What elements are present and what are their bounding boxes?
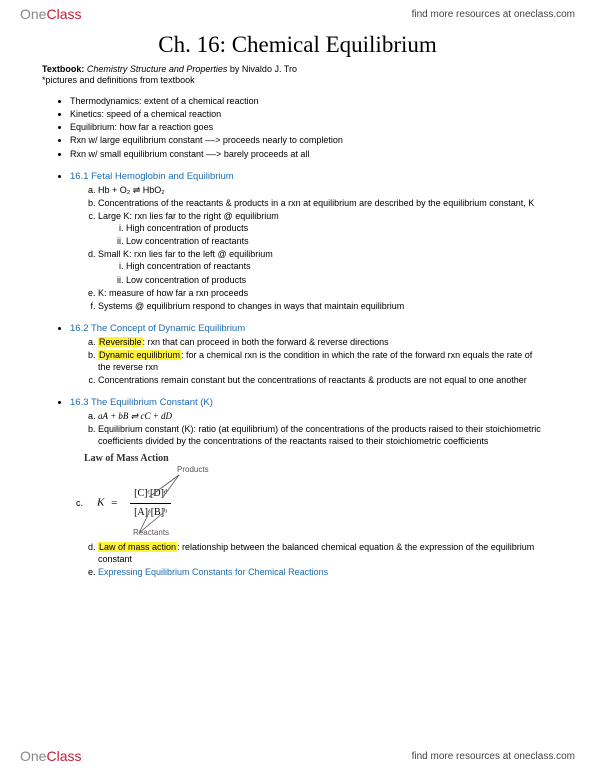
logo-class: Class	[46, 6, 81, 22]
book-title: Chemistry Structure and Properties	[87, 64, 228, 74]
list-item: Law of Mass Action c. K = [C]ᶜ[D]ᵈ [A]ᵃ[…	[84, 452, 553, 520]
denominator: [A]ᵃ[B]ᵇ	[130, 504, 171, 520]
footer-link[interactable]: find more resources at oneclass.com	[412, 751, 575, 762]
brand-logo: OneClass	[20, 6, 81, 22]
equals: =	[111, 497, 117, 509]
list-item: aA + bB ⇌ cC + dD	[98, 410, 553, 422]
section-16-1: 16.1 Fetal Hemoglobin and Equilibrium Hb…	[42, 170, 553, 312]
equation: aA + bB ⇌ cC + dD	[98, 411, 172, 421]
footer: OneClass find more resources at oneclass…	[0, 742, 595, 770]
highlight: Dynamic equilibrium	[98, 350, 181, 360]
list-item: Hb + O₂ ⇌ HbO₂	[98, 184, 553, 196]
list-item: Systems @ equilibrium respond to changes…	[98, 300, 553, 312]
list-item: Dynamic equilibrium: for a chemical rxn …	[98, 349, 553, 373]
item-text: Large K: rxn lies far to the right @ equ…	[98, 211, 279, 221]
page-content: Ch. 16: Chemical Equilibrium Textbook: C…	[0, 32, 595, 578]
item-text: Small K: rxn lies far to the left @ equi…	[98, 249, 273, 259]
list-item: Concentrations remain constant but the c…	[98, 374, 553, 386]
logo-one: One	[20, 748, 46, 764]
highlight: Law of mass action	[98, 542, 177, 552]
section-title: 16.3 The Equilibrium Constant (K)	[70, 397, 213, 408]
list-item: High concentration of products	[126, 222, 543, 234]
meta-label: Textbook:	[42, 64, 84, 74]
list-item: Small K: rxn lies far to the left @ equi…	[98, 248, 553, 285]
list-item: Low concentration of products	[126, 274, 543, 286]
numerator: [C]ᶜ[D]ᵈ	[130, 487, 171, 504]
list-item: Low concentration of reactants	[126, 235, 543, 247]
law-caption: Law of Mass Action	[84, 452, 543, 466]
list-item: Rxn w/ large equilibrium constant ––> pr…	[70, 134, 553, 146]
note-line: *pictures and definitions from textbook	[42, 75, 553, 85]
header: OneClass find more resources at oneclass…	[0, 0, 595, 28]
c-marker: c.	[76, 497, 83, 509]
list-item: Thermodynamics: extent of a chemical rea…	[70, 95, 553, 107]
section-title: 16.2 The Concept of Dynamic Equilibrium	[70, 323, 245, 334]
textbook-meta: Textbook: Chemistry Structure and Proper…	[42, 64, 553, 74]
list-item: K: measure of how far a rxn proceeds	[98, 287, 553, 299]
page-title: Ch. 16: Chemical Equilibrium	[42, 32, 553, 58]
list-item: Concentrations of the reactants & produc…	[98, 197, 553, 209]
products-label: Products	[177, 465, 209, 476]
mass-action-formula: K = [C]ᶜ[D]ᵈ [A]ᵃ[B]ᵇ Products Reactants	[97, 487, 171, 519]
k-symbol: K	[97, 497, 104, 509]
list-item: Large K: rxn lies far to the right @ equ…	[98, 210, 553, 247]
logo-class: Class	[46, 748, 81, 764]
list-item: Expressing Equilibrium Constants for Che…	[98, 566, 553, 578]
section-title: 16.1 Fetal Hemoglobin and Equilibrium	[70, 171, 234, 182]
list-item: Equilibrium: how far a reaction goes	[70, 121, 553, 133]
logo-one: One	[20, 6, 46, 22]
item-text: : rxn that can proceed in both the forwa…	[143, 337, 389, 347]
list-item: Rxn w/ small equilibrium constant ––> ba…	[70, 148, 553, 160]
list-item: Kinetics: speed of a chemical reaction	[70, 108, 553, 120]
brand-logo: OneClass	[20, 748, 81, 764]
list-item: Equilibrium constant (K): ratio (at equi…	[98, 423, 553, 447]
list-item: Reversible: rxn that can proceed in both…	[98, 336, 553, 348]
list-item: Law of mass action: relationship between…	[98, 541, 553, 565]
section-16-3: 16.3 The Equilibrium Constant (K) aA + b…	[42, 396, 553, 578]
top-bullets: Thermodynamics: extent of a chemical rea…	[42, 95, 553, 160]
sub-link: Expressing Equilibrium Constants for Che…	[98, 567, 328, 577]
highlight: Reversible	[98, 337, 143, 347]
header-link[interactable]: find more resources at oneclass.com	[412, 9, 575, 20]
section-16-2: 16.2 The Concept of Dynamic Equilibrium …	[42, 322, 553, 386]
book-author: by Nivaldo J. Tro	[227, 64, 297, 74]
reactants-label: Reactants	[133, 528, 169, 539]
list-item: High concentration of reactants	[126, 260, 543, 272]
